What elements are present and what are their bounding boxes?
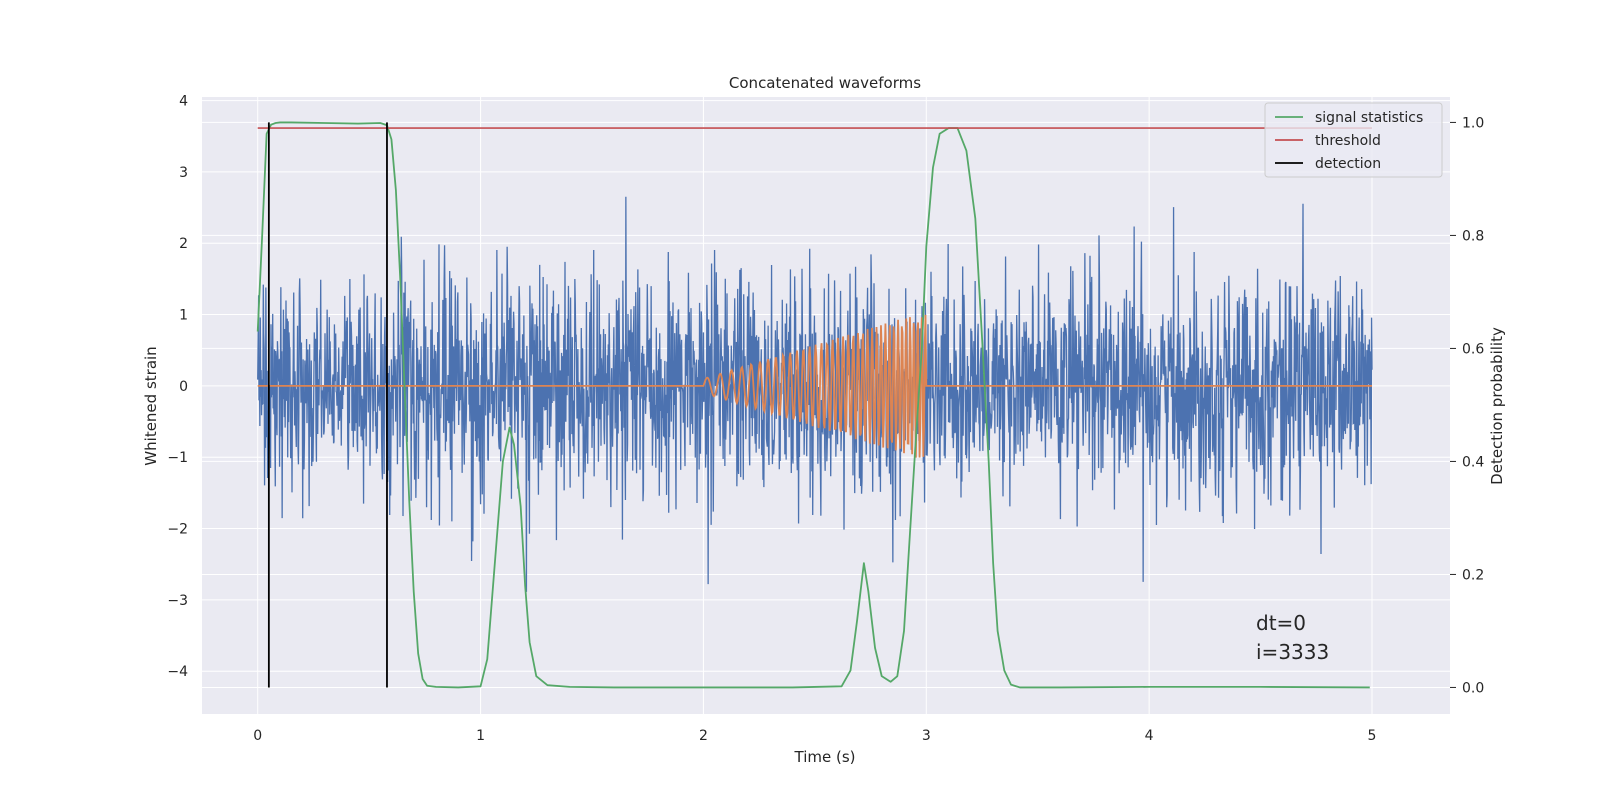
legend-label-signal-statistics: signal statistics — [1315, 110, 1423, 126]
y-tick-label-right: 0.6 — [1462, 341, 1484, 357]
legend: signal statistics threshold detection — [1264, 102, 1443, 178]
y-tick-label: 0 — [179, 379, 188, 395]
chart-title: Concatenated waveforms — [729, 74, 921, 92]
y-tick-label-right: 0.4 — [1462, 454, 1484, 470]
x-axis: 0 1 2 3 4 5 — [253, 728, 1376, 744]
y-axis-label-right: Detection probability — [1488, 327, 1506, 485]
annotation-dt: dt=0 — [1256, 611, 1306, 635]
x-tick-label: 4 — [1145, 728, 1154, 744]
x-tick-label: 3 — [922, 728, 931, 744]
y-axis-right: 0.0 0.2 0.4 0.6 0.8 1.0 — [1450, 115, 1484, 696]
series-layer — [256, 121, 1373, 689]
x-axis-label: Time (s) — [794, 748, 856, 766]
y-tick-label-right: 0.0 — [1462, 680, 1484, 696]
y-tick-label: −2 — [167, 522, 188, 538]
y-tick-label: 2 — [179, 236, 188, 252]
legend-box — [1264, 102, 1443, 178]
legend-label-threshold: threshold — [1315, 133, 1381, 149]
x-tick-label: 0 — [253, 728, 262, 744]
x-tick-label: 1 — [476, 728, 485, 744]
x-tick-label: 2 — [699, 728, 708, 744]
y-tick-label: 1 — [179, 308, 188, 324]
chirp-line — [257, 314, 1372, 458]
x-tick-label: 5 — [1368, 728, 1377, 744]
y-tick-label-right: 0.8 — [1462, 228, 1484, 244]
y-axis-left: −4 −3 −2 −1 0 1 2 3 4 — [167, 94, 188, 681]
y-tick-label: 4 — [179, 94, 188, 110]
strain-line — [257, 196, 1373, 592]
y-tick-label: −4 — [167, 664, 188, 680]
legend-label-detection: detection — [1315, 156, 1381, 172]
y-tick-label-right: 0.2 — [1462, 567, 1484, 583]
y-tick-label: 3 — [179, 165, 188, 181]
annotation-index: i=3333 — [1256, 640, 1329, 664]
y-tick-label-right: 1.0 — [1462, 115, 1484, 131]
y-tick-label: −1 — [167, 450, 188, 466]
signal-statistics-line — [256, 121, 1370, 689]
y-tick-label: −3 — [167, 593, 188, 609]
y-axis-label-left: Whitened strain — [142, 346, 160, 465]
